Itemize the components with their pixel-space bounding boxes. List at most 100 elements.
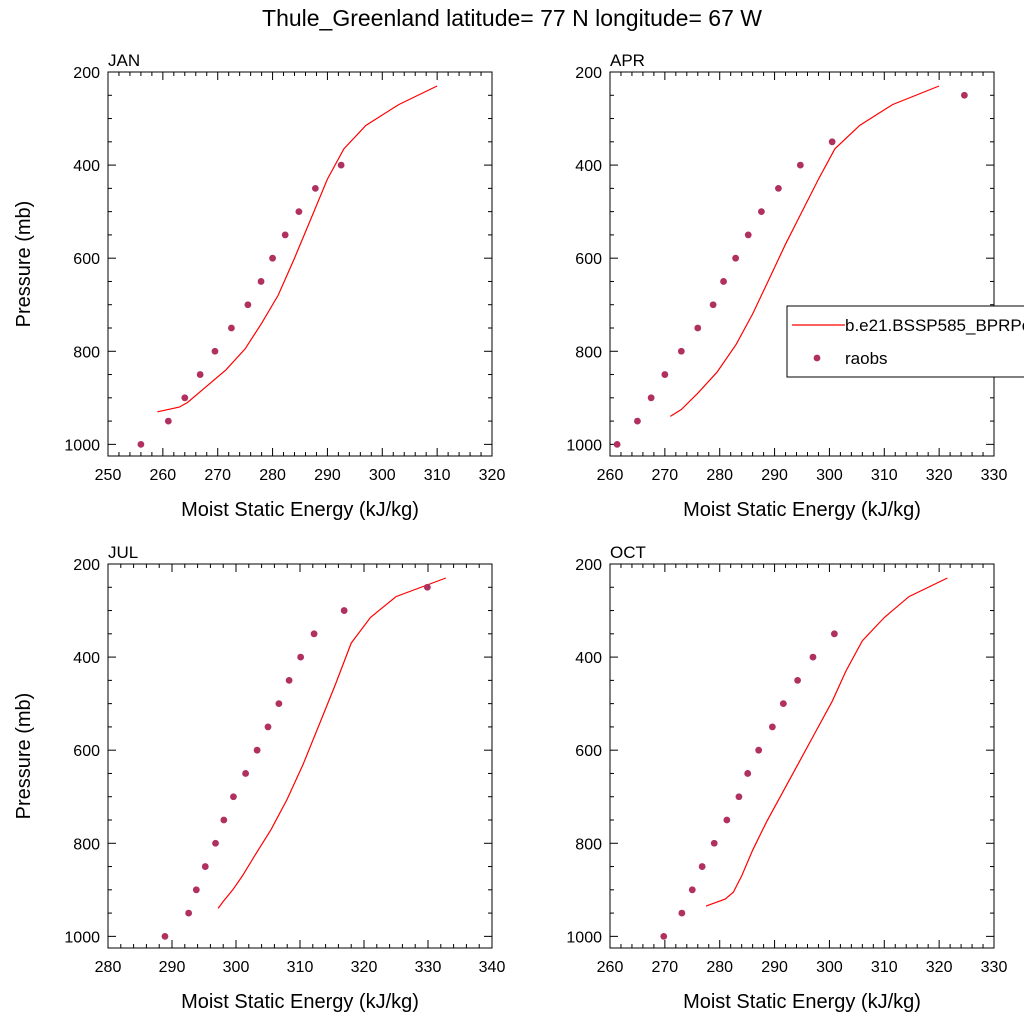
series-line-model xyxy=(705,577,948,907)
obs-point xyxy=(228,324,235,332)
obs-point xyxy=(311,184,319,192)
y-tick-label: 800 xyxy=(575,836,602,853)
obs-point xyxy=(181,394,189,402)
obs-point xyxy=(710,839,718,847)
obs-point xyxy=(220,816,228,824)
legend-model-label: b.e21.BSSP585_BPRPcmip6.f09_g17.002 xyxy=(845,316,1024,335)
y-axis-title: Pressure (mb) xyxy=(13,693,35,820)
legend-obs-label: raobs xyxy=(845,349,888,368)
x-tick-label: 280 xyxy=(95,959,122,976)
x-tick-label: 290 xyxy=(761,467,788,484)
obs-point xyxy=(694,324,702,332)
x-tick-label: 300 xyxy=(816,959,843,976)
x-tick-label: 270 xyxy=(204,467,231,484)
x-tick-label: 260 xyxy=(150,467,177,484)
obs-point xyxy=(423,583,431,591)
obs-point xyxy=(794,676,802,684)
obs-point xyxy=(678,909,686,917)
y-tick-label: 400 xyxy=(73,158,100,175)
obs-point xyxy=(244,301,252,309)
obs-point xyxy=(960,91,968,99)
obs-point xyxy=(677,347,685,355)
obs-point xyxy=(758,208,765,216)
x-tick-label: 310 xyxy=(287,959,314,976)
y-tick-label: 1000 xyxy=(566,929,602,946)
x-tick-label: 310 xyxy=(424,467,451,484)
x-tick-label: 270 xyxy=(652,959,679,976)
x-tick-label: 300 xyxy=(369,467,396,484)
obs-point xyxy=(196,371,204,378)
panel-title: OCT xyxy=(610,543,646,562)
obs-point xyxy=(275,700,283,708)
obs-point xyxy=(137,440,145,448)
x-tick-label: 260 xyxy=(597,959,624,976)
x-tick-label: 290 xyxy=(159,959,186,976)
x-axis-title: Moist Static Energy (kJ/kg) xyxy=(683,499,921,521)
obs-point xyxy=(161,932,169,940)
x-tick-label: 330 xyxy=(415,959,442,976)
plot-frame xyxy=(107,563,493,949)
obs-point xyxy=(796,161,804,169)
obs-point xyxy=(779,700,787,708)
x-tick-label: 270 xyxy=(652,467,679,484)
y-tick-label: 800 xyxy=(73,344,100,361)
y-tick-label: 400 xyxy=(73,650,100,667)
y-axis-title: Pressure (mb) xyxy=(13,201,35,328)
y-tick-label: 200 xyxy=(575,557,602,574)
x-tick-label: 310 xyxy=(871,467,898,484)
x-tick-label: 280 xyxy=(259,467,286,484)
y-tick-label: 800 xyxy=(73,836,100,853)
obs-point xyxy=(295,208,303,216)
x-tick-label: 280 xyxy=(706,467,733,484)
obs-point xyxy=(688,886,696,894)
x-tick-label: 250 xyxy=(95,467,122,484)
x-axis-title: Moist Static Energy (kJ/kg) xyxy=(683,991,921,1013)
y-tick-label: 600 xyxy=(575,251,602,268)
obs-point xyxy=(297,653,305,661)
x-axis-title: Moist Static Energy (kJ/kg) xyxy=(181,991,419,1013)
obs-point xyxy=(830,630,838,638)
obs-point xyxy=(337,161,345,169)
plot-frame xyxy=(609,563,995,949)
obs-point xyxy=(744,770,752,777)
y-tick-label: 400 xyxy=(575,650,602,667)
x-tick-label: 320 xyxy=(926,467,953,484)
panel-jul: JUL 200 400 600 800 1000 280 290 300 310 320 330 340… xyxy=(13,543,505,1013)
plot-frame xyxy=(107,71,493,457)
obs-point xyxy=(185,909,193,917)
obs-point xyxy=(735,793,743,801)
series-line-model xyxy=(157,85,438,413)
obs-point xyxy=(212,839,219,847)
x-tick-label: 340 xyxy=(479,959,506,976)
obs-point xyxy=(242,770,250,777)
x-tick-label: 330 xyxy=(981,959,1008,976)
obs-point xyxy=(723,816,731,824)
x-tick-label: 320 xyxy=(351,959,378,976)
y-tick-label: 1000 xyxy=(64,929,100,946)
obs-point xyxy=(230,793,237,801)
series-line-model xyxy=(669,85,940,417)
panel-oct: OCT 200 400 600 800 1000 260 270 280 290 300 310 320… xyxy=(566,543,1007,1013)
legend-box xyxy=(786,305,1024,378)
obs-point xyxy=(613,440,621,448)
obs-point xyxy=(828,138,836,146)
y-tick-label: 200 xyxy=(575,65,602,82)
panel-title: JUL xyxy=(108,543,138,562)
obs-point xyxy=(281,231,289,239)
obs-point xyxy=(660,932,668,940)
obs-point xyxy=(340,607,348,614)
obs-point xyxy=(257,278,265,285)
y-tick-label: 800 xyxy=(575,344,602,361)
y-tick-label: 600 xyxy=(575,743,602,760)
obs-point xyxy=(661,371,669,378)
x-axis-title: Moist Static Energy (kJ/kg) xyxy=(181,499,419,521)
x-tick-label: 280 xyxy=(706,959,733,976)
obs-point xyxy=(285,676,293,684)
obs-point xyxy=(768,723,776,731)
obs-point xyxy=(755,746,763,754)
legend-dot-swatch xyxy=(813,354,821,362)
y-tick-label: 200 xyxy=(73,557,100,574)
x-tick-label: 300 xyxy=(223,959,250,976)
obs-point xyxy=(264,723,272,731)
x-tick-label: 320 xyxy=(479,467,506,484)
